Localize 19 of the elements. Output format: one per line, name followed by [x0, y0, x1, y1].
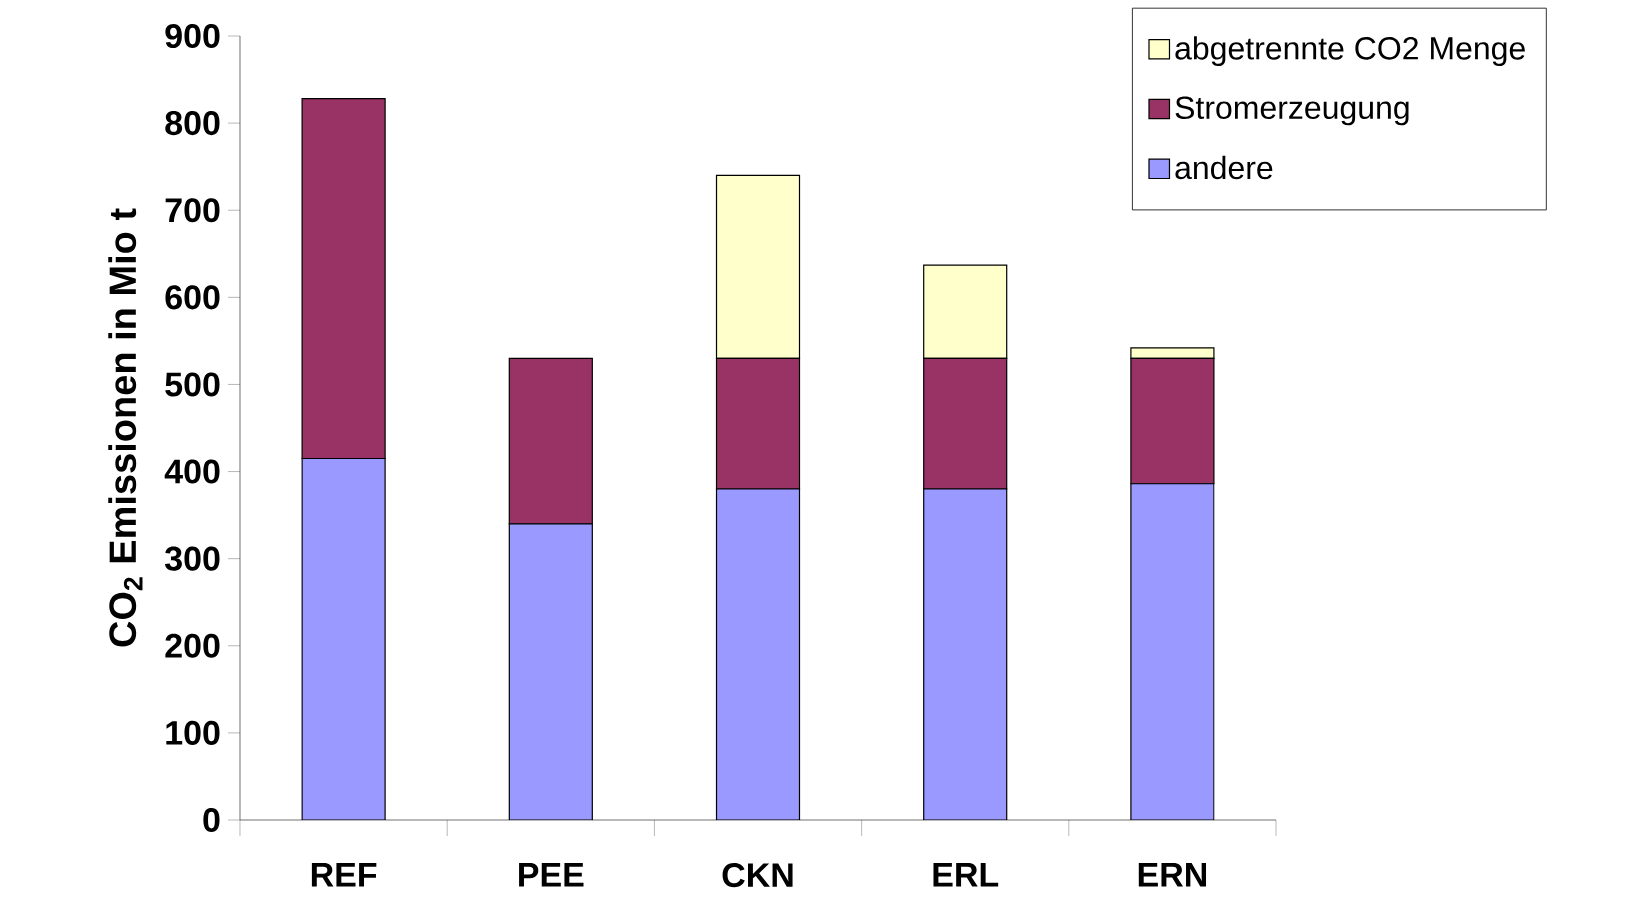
y-tick-label: 700 — [165, 198, 220, 223]
y-tick-label: 900 — [165, 23, 220, 49]
legend-label: Stromerzeugung — [1175, 96, 1409, 126]
y-tick-label: 600 — [165, 285, 220, 310]
y-tick-label: 100 — [166, 720, 220, 745]
y-axis-title: CO$_{2}$ Emissionen in Mio t — [108, 208, 143, 647]
x-tick-label: ERL — [933, 863, 999, 887]
x-tick-label: PEE — [519, 863, 584, 887]
x-tick-label: REF — [311, 863, 377, 887]
y-tick-label: 400 — [164, 459, 220, 484]
y-tick-label: 500 — [165, 372, 220, 397]
x-tick-label: CKN — [722, 863, 793, 888]
legend-label: andere — [1175, 155, 1273, 180]
y-tick-label: 0 — [203, 807, 220, 833]
y-tick-label: 200 — [165, 633, 220, 658]
y-tick-label: 300 — [164, 546, 220, 571]
x-tick-label: ERN — [1138, 863, 1207, 887]
y-tick-label: 800 — [165, 111, 220, 136]
legend-label: abgetrennte CO2 Menge — [1175, 36, 1525, 67]
